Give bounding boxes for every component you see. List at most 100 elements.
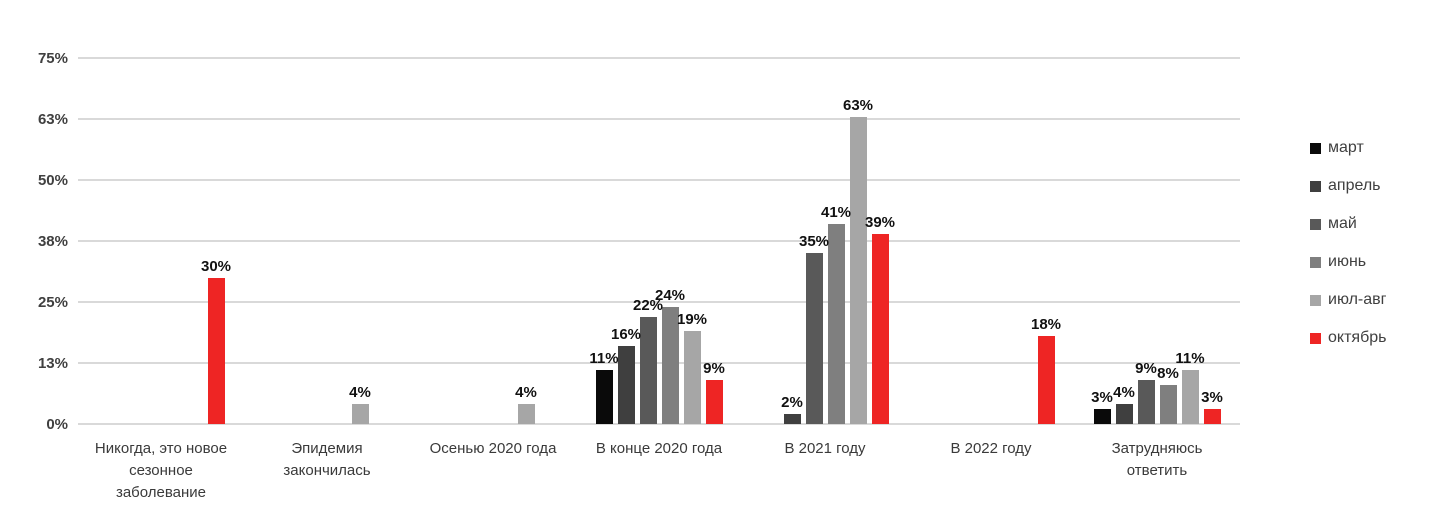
bar-value-label: 11% xyxy=(589,350,619,368)
bar-октябрь xyxy=(207,277,225,424)
bar-groups: 30% 4% 4% 11% 16% 22% 24% 19% 9% 2% 35% 41% 63% 39% 18… xyxy=(78,58,1240,424)
bar-июл-авг xyxy=(351,404,369,424)
bar-value-label: 11% xyxy=(1175,350,1205,368)
plot-area: 0% 13% 25% 38% 50% 63% 75% 30% 4% 4% 11% 16% 22% 24% 1… xyxy=(38,50,1240,433)
bar-октябрь xyxy=(1203,409,1221,424)
bar-июл-авг xyxy=(517,404,535,424)
gridline xyxy=(78,179,1240,181)
bar-value-label: 39% xyxy=(864,213,896,231)
x-axis-labels: Никогда, это новое сезонное заболевание Э… xyxy=(78,438,1240,504)
bar-value-label: 22% xyxy=(632,296,664,314)
bar-апрель xyxy=(1115,404,1133,424)
bar-slot-июнь: 8% xyxy=(1157,365,1179,424)
bar-value-label: 9% xyxy=(1135,360,1157,378)
y-tick-label: 13% xyxy=(37,355,68,372)
bar-value-label: 18% xyxy=(1030,316,1062,334)
legend-swatch-icon xyxy=(1310,256,1321,268)
bar-value-label: 4% xyxy=(1113,384,1135,402)
bar-slot-июл-авг: 11% xyxy=(1175,350,1205,424)
bar-slot-апрель: 4% xyxy=(1113,384,1135,424)
gridline xyxy=(78,240,1240,242)
y-tick-label: 50% xyxy=(37,172,68,189)
bar-value-label: 41% xyxy=(820,203,852,221)
y-tick-label: 25% xyxy=(37,294,68,311)
bar-slot-июл-авг: 4% xyxy=(349,384,371,424)
category-label: В конце 2020 года xyxy=(595,440,723,457)
legend-swatch-icon xyxy=(1310,142,1321,154)
bar-июл-авг xyxy=(1181,370,1199,424)
bar-value-label: 3% xyxy=(1201,389,1223,407)
bar-slot-июнь: 41% xyxy=(821,204,851,424)
legend-item-июл-авг: июл-авг xyxy=(1310,291,1387,308)
gridline xyxy=(78,57,1240,59)
bar-value-label: 4% xyxy=(515,384,537,402)
legend-label: апрель xyxy=(1328,177,1381,194)
bar-group-row: 3% 4% 9% 8% 11% 3% xyxy=(1074,350,1240,424)
bar-slot-июл-авг: 19% xyxy=(677,311,707,424)
bar-slot-октябрь: 9% xyxy=(703,360,725,424)
bar-group: 30% xyxy=(78,58,244,424)
bar-slot-март: 3% xyxy=(1091,389,1113,424)
legend-swatch-icon xyxy=(1310,294,1321,306)
bar-май xyxy=(639,316,657,424)
bar-март xyxy=(1093,409,1111,424)
bar-group: 4% xyxy=(410,58,576,424)
bar-slot-март: 11% xyxy=(589,350,619,424)
bar-group: 11% 16% 22% 24% 19% 9% xyxy=(576,58,742,424)
bar-slot-октябрь: 39% xyxy=(865,214,895,424)
bar-slot-май: 35% xyxy=(799,233,829,424)
y-tick-label: 75% xyxy=(37,50,68,67)
bar-group-row: 2% 35% 41% 63% 39% xyxy=(742,97,908,424)
bar-value-label: 9% xyxy=(703,360,725,378)
legend-label: июл-авг xyxy=(1328,291,1387,308)
bar-slot-октябрь: 30% xyxy=(201,258,231,424)
category-label: Никогда, это новое сезонное заболевание xyxy=(94,440,228,501)
bar-group-row: 4% xyxy=(244,384,410,424)
bar-октябрь xyxy=(871,233,889,424)
gridline xyxy=(78,362,1240,364)
bar-group: 3% 4% 9% 8% 11% 3% xyxy=(1074,58,1240,424)
legend-item-апрель: апрель xyxy=(1310,177,1386,194)
category-label: Затрудняюсь ответить xyxy=(1111,440,1203,479)
legend-swatch-icon xyxy=(1310,332,1321,344)
bar-апрель xyxy=(617,345,635,424)
bar-value-label: 3% xyxy=(1091,389,1113,407)
bar-май xyxy=(805,253,823,424)
bar-group: 18% xyxy=(908,58,1074,424)
bar-июнь xyxy=(1159,384,1177,424)
bar-октябрь xyxy=(1037,336,1055,424)
bar-group: 4% xyxy=(244,58,410,424)
bar-value-label: 63% xyxy=(842,96,874,114)
bar-value-label: 35% xyxy=(798,233,830,251)
legend: март апрель май июнь июл-авг октябрь xyxy=(1310,139,1387,346)
bar-slot-июнь: 24% xyxy=(655,287,685,424)
bar-group-row: 30% xyxy=(78,258,244,424)
legend-label: май xyxy=(1328,215,1357,232)
legend-label: октябрь xyxy=(1328,329,1387,346)
bar-июнь xyxy=(827,223,845,424)
bar-value-label: 19% xyxy=(676,311,708,329)
bar-slot-май: 9% xyxy=(1135,360,1157,424)
bar-group: 2% 35% 41% 63% 39% xyxy=(742,58,908,424)
bar-value-label: 24% xyxy=(654,286,686,304)
legend-swatch-icon xyxy=(1310,180,1321,192)
bar-slot-июл-авг: 4% xyxy=(515,384,537,424)
bar-value-label: 4% xyxy=(349,384,371,402)
bar-slot-май: 22% xyxy=(633,297,663,424)
gridline xyxy=(78,118,1240,120)
bar-group-row: 4% xyxy=(410,384,576,424)
bar-slot-октябрь: 18% xyxy=(1031,316,1061,424)
bar-value-label: 8% xyxy=(1157,364,1179,382)
y-tick-label: 63% xyxy=(37,111,68,128)
legend-swatch-icon xyxy=(1310,218,1321,230)
bar-value-label: 2% xyxy=(781,394,803,412)
y-tick-label: 0% xyxy=(46,416,68,433)
bar-slot-июл-авг: 63% xyxy=(843,97,873,424)
bar-group-row: 18% xyxy=(908,316,1074,424)
bar-апрель xyxy=(783,414,801,424)
gridline xyxy=(78,423,1240,425)
bar-slot-апрель: 2% xyxy=(781,394,803,424)
legend-item-июнь: июнь xyxy=(1310,253,1386,270)
category-label: В 2022 году xyxy=(950,440,1032,457)
bar-июл-авг xyxy=(683,331,701,424)
